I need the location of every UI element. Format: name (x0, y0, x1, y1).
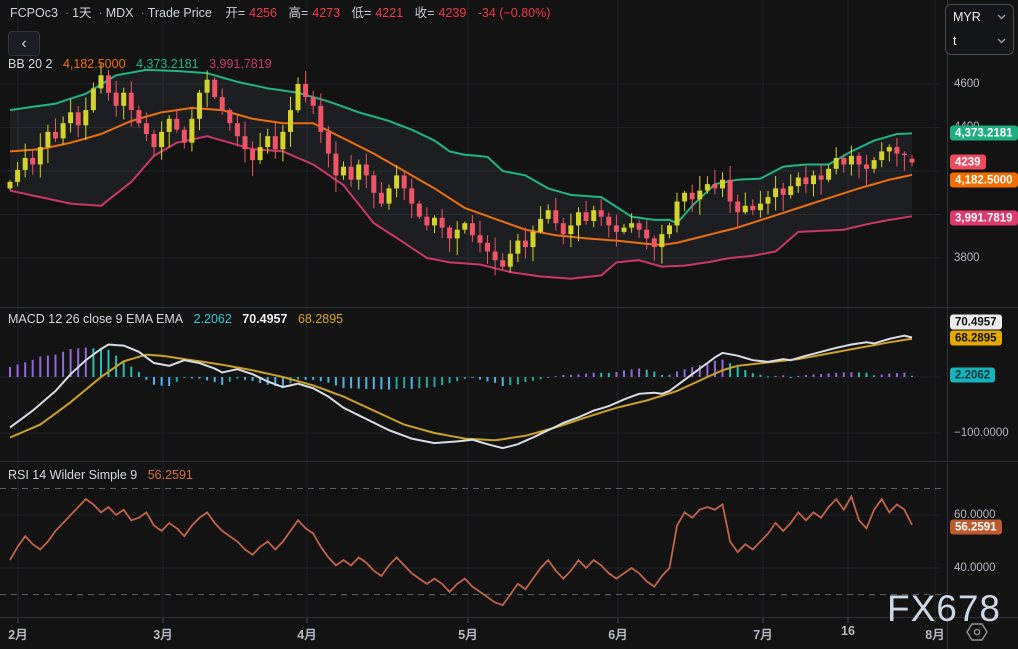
macd-legend-title[interactable]: MACD 12 26 close 9 EMA EMA (8, 312, 184, 326)
bb-lower-value: 3,991.7819 (209, 57, 272, 71)
low-value: 4221 (375, 6, 404, 20)
change-value: -34 (−0.80%) (477, 6, 551, 20)
bb-fill (10, 69, 912, 279)
interval-label[interactable]: 1天 (72, 6, 92, 20)
chevron-down-icon (997, 38, 1006, 44)
bb-legend[interactable]: BB 20 2 4,182.5000 4,373.2181 3,991.7819 (8, 57, 279, 71)
time-axis-label: 5月 (458, 628, 478, 642)
bb-legend-title[interactable]: BB 20 2 (8, 57, 53, 71)
price-axis[interactable]: 460044003800−100.000060.000040.00004,373… (948, 0, 1018, 649)
hexagon-gear-icon (966, 623, 988, 641)
settings-hexagon-icon[interactable] (964, 620, 990, 644)
open-value: 4256 (249, 6, 277, 20)
back-button[interactable]: ‹ (8, 31, 40, 56)
high-label: 高= (288, 6, 309, 20)
currency-panel: MYR t (945, 4, 1014, 55)
axis-tick-label: 4600 (954, 78, 980, 90)
rsi-legend[interactable]: RSI 14 Wilder Simple 9 56.2591 (8, 468, 200, 482)
macd-line (9, 334, 913, 450)
axis-price-badge: 70.4957 (950, 314, 1002, 330)
macd-hist-value: 2.2062 (193, 312, 232, 326)
series-label: Trade Price (147, 6, 212, 20)
close-value: 4239 (438, 6, 467, 20)
axis-price-badge: 4,182.5000 (950, 172, 1018, 188)
time-axis-label: 7月 (753, 628, 773, 642)
separator-dot: · (98, 6, 103, 20)
separator-dot: · (140, 6, 145, 20)
macd-signal-line (9, 337, 913, 442)
rsi-legend-title[interactable]: RSI 14 Wilder Simple 9 (8, 468, 138, 482)
rsi-line (9, 494, 913, 607)
time-axis-label: 8月 (925, 628, 945, 642)
macd-signal-value: 68.2895 (297, 312, 344, 326)
bb-basis-value: 4,182.5000 (62, 57, 126, 71)
axis-tick-label: 3800 (954, 252, 980, 264)
bb-upper-value: 4,373.2181 (136, 57, 199, 71)
bb-upper-band (9, 68, 913, 225)
axis-price-badge: 4,373.2181 (950, 125, 1018, 141)
time-axis-label: 2月 (8, 628, 28, 642)
watermark: FX678 (886, 588, 1001, 629)
axis-price-badge: 56.2591 (950, 519, 1002, 535)
axis-tick-label: −100.0000 (954, 427, 1009, 439)
time-axis-label: 16 (841, 624, 855, 638)
macd-legend[interactable]: MACD 12 26 close 9 EMA EMA 2.2062 70.495… (8, 312, 350, 326)
axis-price-badge: 4239 (950, 154, 986, 170)
currency-value: MYR (953, 10, 981, 24)
open-label: 开= (225, 6, 246, 20)
symbol-name[interactable]: FCPOc3 (10, 6, 58, 20)
axis-tick-label: 60.0000 (954, 509, 996, 521)
separator-dot: · (64, 6, 70, 20)
exchange-label: MDX (105, 6, 134, 20)
time-axis-label: 3月 (153, 628, 173, 642)
chevron-down-icon (997, 14, 1006, 20)
time-axis-label: 4月 (297, 628, 317, 642)
bb-middle-band (9, 106, 913, 247)
axis-tick-label: 40.0000 (954, 562, 996, 574)
axis-price-badge: 2.2062 (950, 367, 996, 383)
high-value: 4273 (312, 6, 341, 20)
bb-lower-band (9, 135, 913, 280)
close-label: 收= (414, 6, 435, 20)
macd-line-value: 70.4957 (242, 312, 288, 326)
symbol-header: FCPOc3 · 1天 · MDX · Trade Price 开= 4256 高= 4273 … (10, 5, 554, 21)
axis-price-badge: 3,991.7819 (950, 210, 1018, 226)
low-label: 低= (351, 6, 372, 20)
chevron-left-icon: ‹ (21, 34, 27, 52)
rsi-value: 56.2591 (147, 468, 193, 482)
unit-value: t (953, 34, 957, 48)
unit-dropdown[interactable]: t (946, 29, 1013, 53)
time-axis-label: 6月 (608, 628, 628, 642)
axis-price-badge: 68.2895 (950, 330, 1002, 346)
currency-dropdown[interactable]: MYR (946, 5, 1013, 29)
